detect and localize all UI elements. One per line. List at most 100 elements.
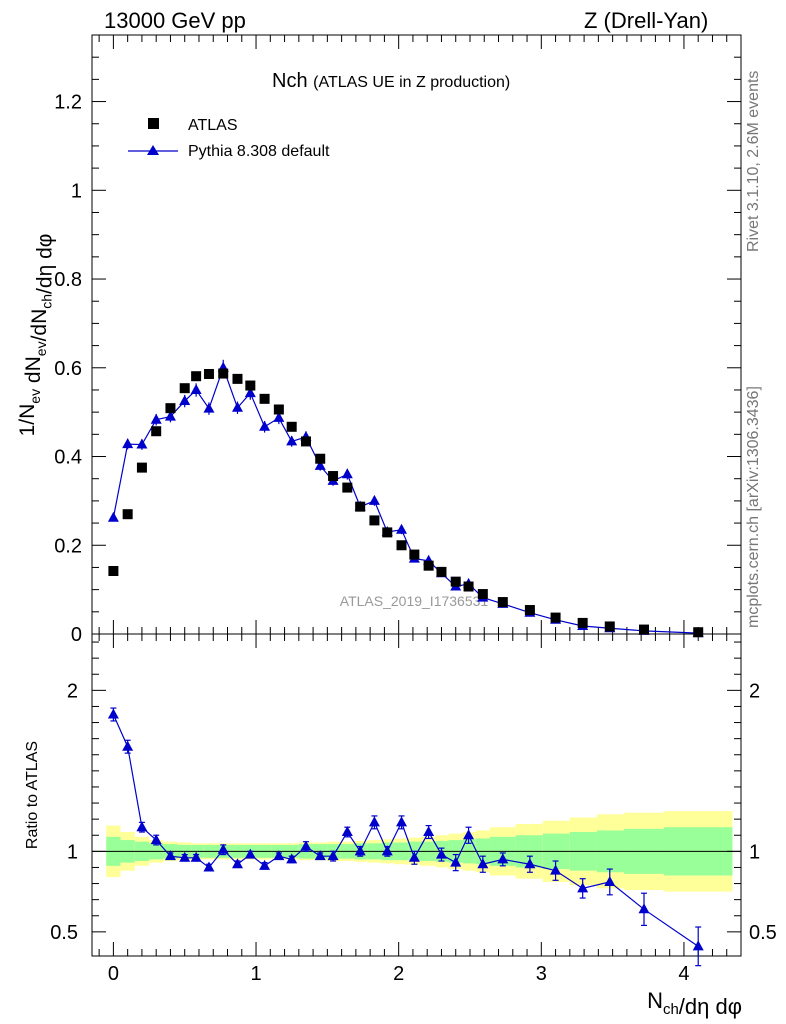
- pythia-data-point: [244, 387, 256, 398]
- atlas-data-point: [577, 617, 588, 628]
- atlas-data-point: [245, 380, 256, 391]
- ratio-data-point: [463, 829, 475, 840]
- atlas-data-point: [165, 403, 176, 414]
- ratio-data-point: [450, 856, 462, 867]
- pythia-data-point: [273, 411, 285, 422]
- legend-pythia-marker: [147, 145, 159, 155]
- ratio-data-point: [273, 850, 285, 861]
- pythia-data-point: [107, 511, 119, 522]
- ratio-data-point: [396, 816, 408, 827]
- ratio-data-point: [408, 851, 420, 862]
- legend-atlas-label: ATLAS: [188, 117, 238, 134]
- ratio-data-point: [217, 843, 229, 854]
- ratio-data-point: [604, 875, 616, 886]
- x-tick-label: 3: [536, 963, 547, 985]
- ratio-data-point: [203, 861, 215, 872]
- atlas-data-point: [369, 515, 380, 526]
- main-y-axis-label: 1/Nev dNev/dNch/dη dφ: [16, 234, 57, 437]
- atlas-data-point: [396, 540, 407, 551]
- pythia-data-point: [150, 413, 162, 424]
- atlas-data-point: [477, 589, 488, 600]
- atlas-data-point: [179, 383, 190, 394]
- header-left-label: 13000 GeV pp: [104, 8, 246, 33]
- x-tick-label: 1: [250, 963, 261, 985]
- pythia-data-point: [396, 523, 408, 534]
- pythia-data-point: [122, 438, 134, 449]
- ratio-data-point: [300, 840, 312, 851]
- main-y-tick-label: 0.4: [54, 447, 82, 469]
- atlas-data-point: [273, 404, 284, 415]
- ratio-y-tick-label-left: 2: [67, 680, 78, 702]
- ratio-data-point: [150, 834, 162, 845]
- ratio-data-point: [190, 851, 202, 862]
- atlas-data-point: [122, 509, 133, 520]
- ratio-data-point: [179, 851, 191, 862]
- x-axis-label: Nch/dη dφ: [647, 988, 742, 1019]
- x-tick-label: 0: [108, 963, 119, 985]
- main-y-tick-label: 0.2: [54, 535, 82, 557]
- ratio-data-point: [477, 858, 489, 869]
- atlas-data-point: [436, 566, 447, 577]
- atlas-data-point: [328, 471, 339, 482]
- ratio-data-point: [497, 853, 509, 864]
- pythia-data-point: [314, 459, 326, 470]
- ratio-data-point: [577, 882, 589, 893]
- x-tick-label: 4: [678, 963, 689, 985]
- atlas-data-point: [286, 421, 297, 432]
- pythia-data-point: [179, 395, 191, 406]
- atlas-data-point: [409, 549, 420, 560]
- ratio-y-tick-label-left: 1: [67, 841, 78, 863]
- x-tick-label: 2: [393, 963, 404, 985]
- atlas-data-point: [342, 482, 353, 493]
- atlas-data-point: [639, 624, 650, 635]
- atlas-data-point: [218, 368, 229, 379]
- legend-pythia-label: Pythia 8.308 default: [188, 143, 330, 160]
- ratio-data-point: [435, 848, 447, 859]
- plot-title: Nch (ATLAS UE in Z production): [272, 70, 510, 92]
- atlas-data-point: [382, 527, 393, 538]
- ratio-y-axis-label: Ratio to ATLAS: [24, 741, 41, 849]
- atlas-data-point: [355, 501, 366, 512]
- pythia-data-point: [259, 420, 271, 431]
- ratio-y-tick-label-right: 1: [749, 841, 760, 863]
- legend-atlas-marker: [148, 118, 159, 129]
- ratio-data-point: [314, 850, 326, 861]
- atlas-data-point: [136, 462, 147, 473]
- atlas-data-point: [259, 393, 270, 404]
- ratio-data-point: [327, 850, 339, 861]
- pythia-data-point: [136, 438, 148, 449]
- main-y-tick-label: 0: [71, 624, 82, 646]
- ratio-y-tick-label-left: 0.5: [50, 922, 78, 944]
- main-y-tick-label: 1.2: [54, 92, 82, 114]
- ratio-data-point: [244, 848, 256, 859]
- ratio-data-point: [231, 858, 243, 869]
- atlas-data-point: [604, 621, 615, 632]
- atlas-data-point: [300, 436, 311, 447]
- main-y-tick-label: 0.8: [54, 269, 82, 291]
- ratio-data-point: [423, 826, 435, 837]
- atlas-data-point: [108, 565, 119, 576]
- ratio-data-point: [259, 859, 271, 870]
- atlas-data-point: [151, 426, 162, 437]
- atlas-data-point: [450, 576, 461, 587]
- ratio-data-point: [550, 864, 562, 875]
- ratio-data-point: [638, 903, 650, 914]
- atlas-data-point: [463, 581, 474, 592]
- ratio-data-point: [368, 816, 380, 827]
- ratio-y-tick-label-right: 2: [749, 680, 760, 702]
- ratio-data-point: [107, 708, 119, 719]
- analysis-watermark: ATLAS_2019_I1736531: [340, 593, 489, 609]
- pythia-data-point: [190, 383, 202, 394]
- ratio-data-point: [692, 940, 704, 951]
- pythia-data-point: [341, 468, 353, 479]
- ratio-data-point: [122, 740, 134, 751]
- ratio-data-point: [136, 821, 148, 832]
- atlas-data-point: [191, 371, 202, 382]
- ratio-data-point: [164, 850, 176, 861]
- ratio-data-point: [381, 845, 393, 856]
- ratio-data-point: [341, 826, 353, 837]
- ratio-data-point: [286, 853, 298, 864]
- pythia-data-point: [231, 401, 243, 412]
- pythia-data-point: [164, 410, 176, 421]
